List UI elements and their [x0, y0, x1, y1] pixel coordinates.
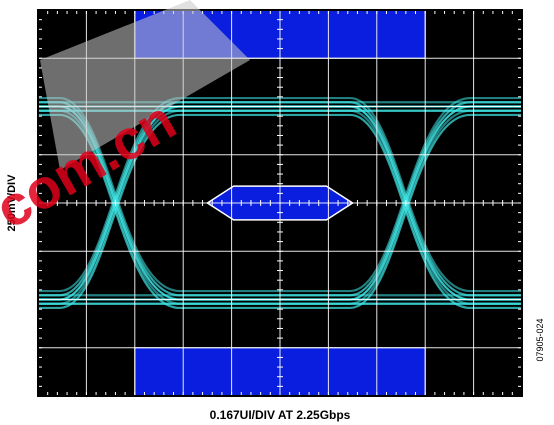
x-axis-label: 0.167UI/DIV AT 2.25Gbps	[209, 408, 351, 422]
plot-border	[37, 9, 523, 397]
eye-trace	[38, 96, 522, 293]
y-axis-label: 250mV/DIV	[6, 174, 18, 232]
eye-trace	[38, 113, 522, 310]
figure-number: 07905-024	[535, 318, 545, 362]
